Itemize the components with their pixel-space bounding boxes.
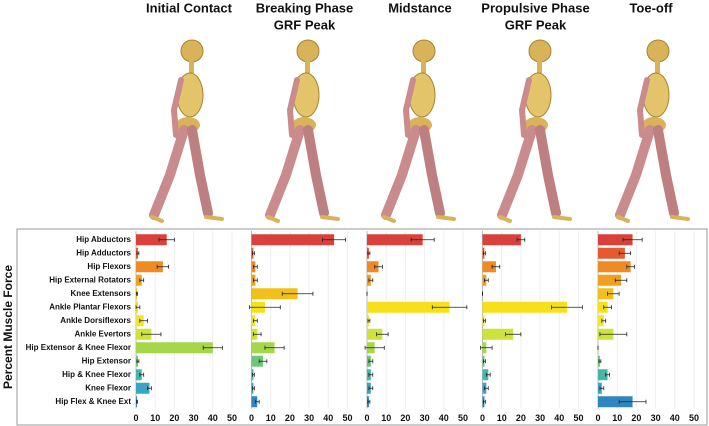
x-tick-label: 10: [266, 413, 276, 423]
y-axis-label: Percent Muscle Force: [1, 265, 15, 389]
bar: [598, 261, 631, 273]
panel-border: [16, 228, 708, 426]
x-tick-label: 10: [497, 413, 507, 423]
category-label: Ankle Plantar Flexors: [49, 302, 131, 311]
x-tick-label: 50: [227, 413, 237, 423]
bar: [598, 396, 633, 408]
bar: [136, 342, 213, 354]
category-label: Hip Flex & Knee Ext: [55, 397, 131, 406]
x-tick-label: 0: [595, 413, 600, 423]
x-tick-label: 40: [554, 413, 564, 423]
category-label: Hip Flexors: [87, 262, 131, 271]
x-tick-label: 0: [249, 413, 254, 423]
x-tick-label: 10: [612, 413, 622, 423]
bar: [367, 234, 423, 246]
x-tick-label: 20: [169, 413, 179, 423]
panel-title: GRF Peak: [274, 17, 336, 32]
x-tick-label: 30: [189, 413, 199, 423]
skeleton: [384, 40, 454, 221]
x-tick-label: 50: [689, 413, 699, 423]
panel-title: Initial Contact: [146, 0, 233, 15]
bar: [251, 355, 264, 367]
x-tick-label: 0: [480, 413, 485, 423]
x-tick-label: 50: [573, 413, 583, 423]
category-label: Hip Extensor: [82, 356, 131, 365]
x-tick-label: 50: [458, 413, 468, 423]
bar: [251, 288, 298, 300]
bar: [598, 288, 614, 300]
skeleton: [500, 40, 570, 221]
skeleton: [618, 40, 688, 221]
bar: [598, 247, 625, 259]
bar: [367, 301, 450, 313]
bar: [251, 234, 335, 246]
bar: [482, 328, 514, 340]
x-tick-label: 20: [631, 413, 641, 423]
x-tick-label: 30: [304, 413, 314, 423]
bar: [482, 369, 489, 381]
bar: [367, 261, 379, 273]
bar: [598, 369, 608, 381]
bar: [136, 369, 142, 381]
x-tick-label: 10: [381, 413, 391, 423]
skeleton: [268, 40, 338, 221]
bar: [482, 301, 567, 313]
panel-title: Propulsive Phase: [481, 0, 589, 15]
category-label: Ankle Evertors: [75, 329, 132, 338]
bar: [482, 234, 521, 246]
x-tick-label: 0: [133, 413, 138, 423]
panel-title: Midstance: [388, 0, 452, 15]
bar: [598, 315, 604, 327]
bar: [598, 234, 633, 246]
x-tick-label: 40: [439, 413, 449, 423]
bar: [251, 342, 275, 354]
bar: [482, 261, 496, 273]
x-tick-label: 0: [364, 413, 369, 423]
category-label: Knee Flexor: [85, 383, 131, 392]
x-tick-label: 30: [420, 413, 430, 423]
category-label: Hip Extensor & Knee Flexor: [26, 343, 131, 352]
x-tick-label: 30: [535, 413, 545, 423]
bar: [136, 382, 150, 394]
skeleton: [152, 40, 222, 221]
x-tick-label: 20: [285, 413, 295, 423]
bar: [136, 261, 163, 273]
x-tick-label: 30: [651, 413, 661, 423]
category-label: Hip Adductors: [76, 248, 131, 257]
x-tick-label: 40: [208, 413, 218, 423]
panel-title: GRF Peak: [505, 17, 567, 32]
bar: [251, 396, 258, 408]
x-tick-label: 50: [342, 413, 352, 423]
bar: [598, 274, 622, 286]
category-label: Knee Extensors: [71, 289, 132, 298]
category-label: Hip Abductors: [76, 235, 131, 244]
x-tick-label: 40: [670, 413, 680, 423]
bar: [136, 274, 142, 286]
x-tick-label: 20: [516, 413, 526, 423]
panel-title: Breaking Phase: [256, 0, 354, 15]
x-tick-label: 40: [323, 413, 333, 423]
x-tick-label: 20: [400, 413, 410, 423]
bar: [136, 234, 167, 246]
x-tick-label: 10: [150, 413, 160, 423]
category-label: Hip & Knee Flexor: [62, 370, 131, 379]
panel-title: Toe-off: [629, 0, 673, 15]
bar: [598, 301, 608, 313]
category-label: Hip External Rotators: [49, 275, 131, 284]
category-label: Ankle Dorsiflexors: [60, 316, 131, 325]
bar: [367, 328, 383, 340]
